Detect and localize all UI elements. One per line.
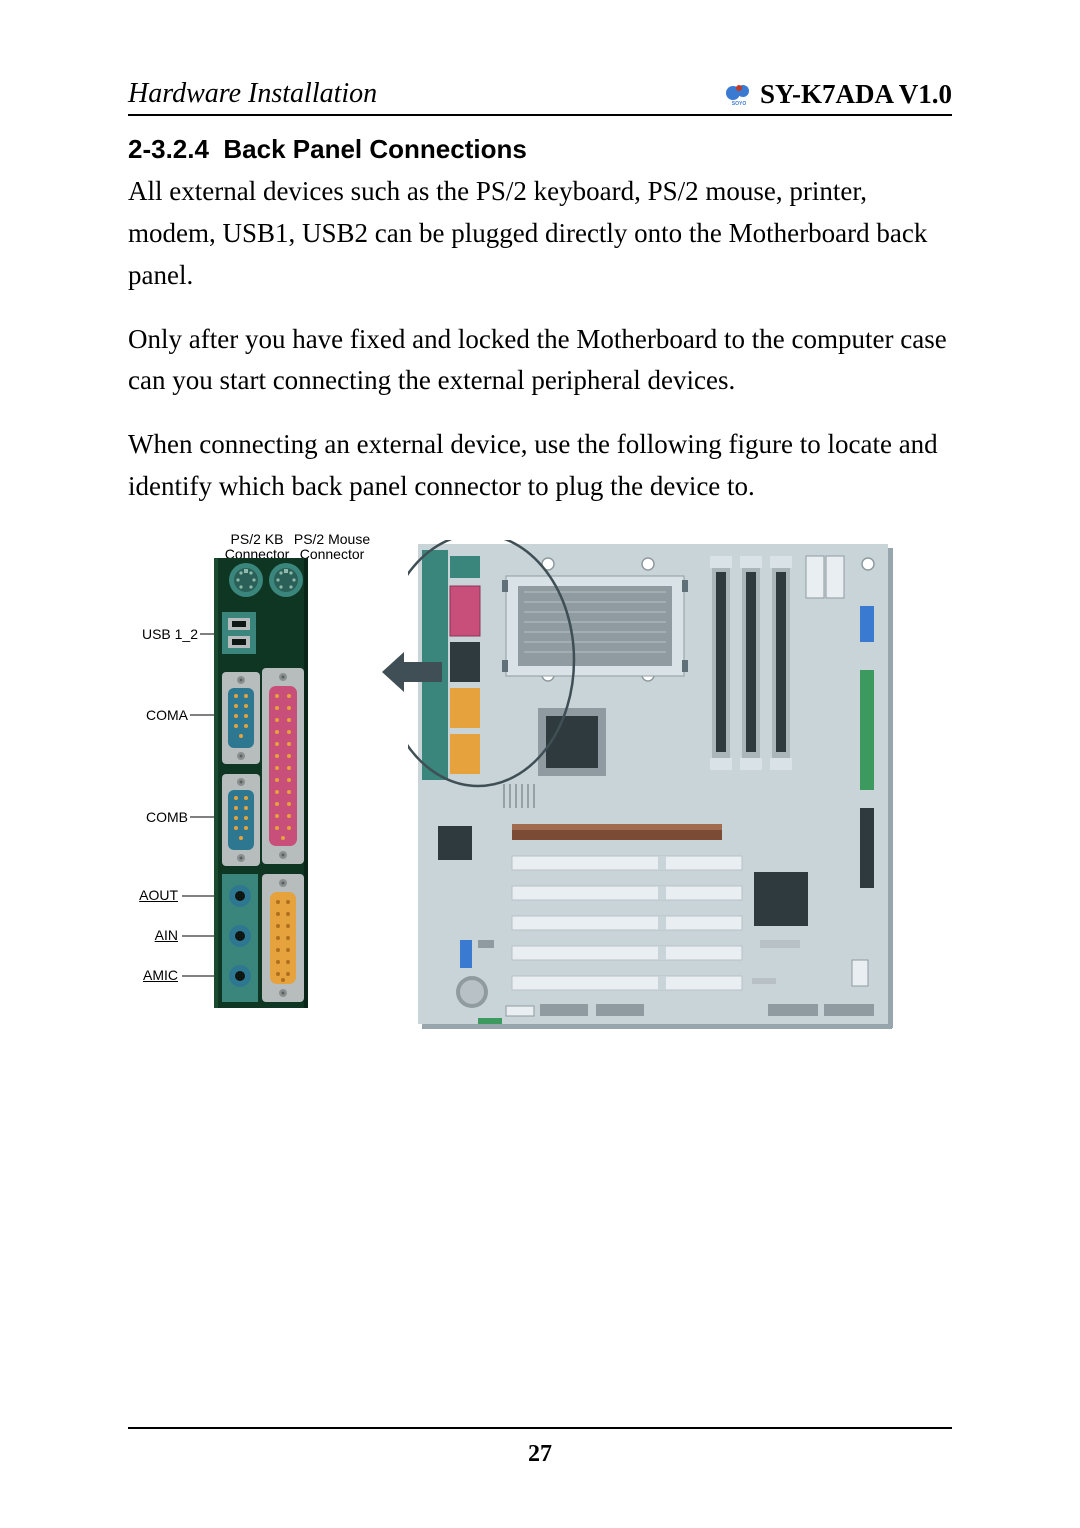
paragraph: All external devices such as the PS/2 ke… xyxy=(128,171,952,297)
page-header: Hardware Installation SOYO SY-K7ADA V1.0 xyxy=(128,78,952,116)
soyo-logo-icon: SOYO xyxy=(724,82,754,106)
back-panel-svg xyxy=(208,530,408,1020)
section-heading: 2-3.2.4 Back Panel Connections xyxy=(128,134,952,165)
section-number: 2-3.2.4 xyxy=(128,134,209,164)
svg-text:SOYO: SOYO xyxy=(732,101,747,106)
figure-back-panel: PS/2 KB Connector PS/2 Mouse Connector U… xyxy=(128,530,908,1040)
header-right: SOYO SY-K7ADA V1.0 xyxy=(724,79,952,110)
label-amic: AMIC xyxy=(128,968,178,983)
header-left: Hardware Installation xyxy=(128,78,377,110)
motherboard-svg xyxy=(408,540,908,1040)
section-title: Back Panel Connections xyxy=(223,134,526,164)
callout-arrow-icon xyxy=(382,652,442,692)
header-product: SY-K7ADA V1.0 xyxy=(760,79,952,110)
paragraph: Only after you have fixed and locked the… xyxy=(128,319,952,403)
label-ain: AIN xyxy=(128,928,178,943)
page-number: 27 xyxy=(528,1441,552,1467)
page-footer: 27 xyxy=(128,1427,952,1468)
paragraph: When connecting an external device, use … xyxy=(128,424,952,508)
label-aout: AOUT xyxy=(128,888,178,903)
